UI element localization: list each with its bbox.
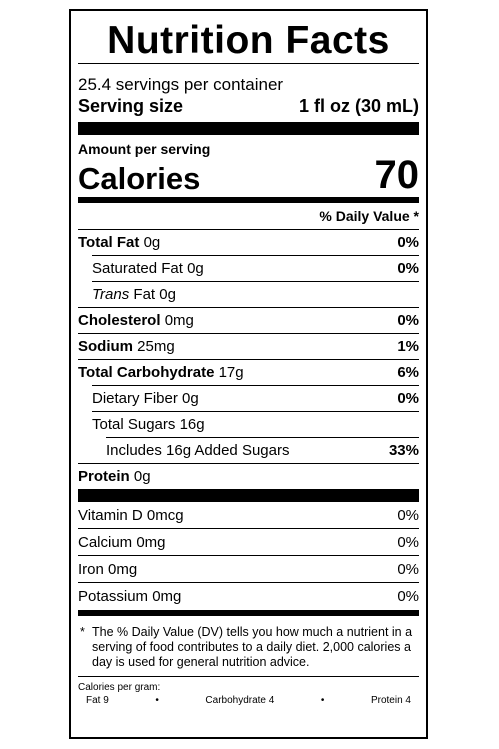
vitamin-row: Calcium 0mg 0% <box>78 529 419 556</box>
vitamin-label: Potassium 0mg <box>78 588 182 605</box>
nutrient-amount: 25mg <box>137 338 175 355</box>
nutrient-label-italic: Trans <box>92 286 130 303</box>
vitamin-row: Vitamin D 0mcg 0% <box>78 502 419 529</box>
divider <box>78 63 419 64</box>
label-title: Nutrition Facts <box>107 19 390 62</box>
thick-divider <box>78 122 419 135</box>
nutrient-amount: 17g <box>218 364 244 381</box>
cpg-protein: Protein 4 <box>370 695 411 706</box>
nutrient-label: Total Fat <box>78 234 140 251</box>
cpg-carbohydrate: Carbohydrate 4 <box>205 695 275 706</box>
nutrient-amount: 0g <box>143 234 161 251</box>
calories-per-gram-heading: Calories per gram: <box>78 682 161 693</box>
medium-divider <box>78 610 419 616</box>
nutrient-row-sodium: Sodium 25mg 1% <box>78 333 419 359</box>
nutrient-amount: 0g <box>182 390 199 407</box>
servings-per-container: 25.4 servings per container <box>78 75 284 94</box>
nutrient-dv: 6% <box>397 364 419 381</box>
nutrient-amount: 0mg <box>164 312 194 329</box>
nutrient-label: Includes 16g Added Sugars <box>106 442 290 459</box>
nutrient-row-cholesterol: Cholesterol 0mg 0% <box>78 307 419 333</box>
vitamin-row: Iron 0mg 0% <box>78 556 419 583</box>
nutrient-row-saturated-fat: Saturated Fat 0g 0% <box>92 255 419 281</box>
nutrient-row-trans-fat: Trans Fat 0g <box>92 281 419 307</box>
amount-per-serving: Amount per serving <box>78 141 211 157</box>
calories-row: Calories 70 <box>78 153 420 197</box>
nutrient-row-added-sugars: Includes 16g Added Sugars 33% <box>106 437 419 463</box>
nutrient-dv: 0% <box>397 312 419 329</box>
cpg-fat: Fat 9 <box>86 695 109 706</box>
vitamin-label: Iron 0mg <box>78 560 138 578</box>
serving-size-row: Serving size 1 fl oz (30 mL) <box>78 95 419 117</box>
serving-size-value: 1 fl oz (30 mL) <box>298 96 419 116</box>
medium-divider <box>78 197 419 203</box>
vitamin-dv: 0% <box>397 588 419 605</box>
nutrient-amount: 0g <box>133 468 151 485</box>
calories-label: Calories <box>78 161 201 196</box>
nutrient-amount: 16g <box>179 416 205 433</box>
nutrient-label: Total Sugars <box>92 416 176 433</box>
nutrition-facts-label: Nutrition Facts 25.4 servings per contai… <box>69 9 428 739</box>
nutrient-label: Protein <box>78 468 130 485</box>
nutrient-label: Sodium <box>78 338 133 355</box>
footnote-text: The % Daily Value (DV) tells you how muc… <box>92 625 413 669</box>
nutrient-row-protein: Protein 0g <box>78 463 419 489</box>
nutrient-label: Fat <box>133 286 156 303</box>
nutrient-label: Dietary Fiber <box>92 390 178 407</box>
calories-value: 70 <box>374 153 420 197</box>
nutrient-row-total-fat: Total Fat 0g 0% <box>78 229 419 255</box>
nutrient-row-total-sugars: Total Sugars 16g <box>92 411 419 437</box>
nutrient-dv: 33% <box>388 442 419 459</box>
nutrient-amount: 0g <box>159 286 176 303</box>
nutrient-dv: 0% <box>397 234 419 251</box>
bullet-separator: • <box>155 695 159 706</box>
calories-per-gram-row: Fat 9 • Carbohydrate 4 • Protein 4 <box>78 694 419 707</box>
thick-divider <box>78 489 419 502</box>
footnote: * The % Daily Value (DV) tells you how m… <box>78 616 419 676</box>
vitamin-dv: 0% <box>397 533 419 551</box>
vitamin-dv: 0% <box>397 506 419 524</box>
nutrient-dv: 1% <box>397 338 419 355</box>
nutrient-label: Total Carbohydrate <box>78 364 215 381</box>
nutrient-label: Saturated Fat <box>92 260 183 277</box>
footnote-star: * <box>80 625 85 639</box>
serving-size-label: Serving size <box>78 96 184 116</box>
vitamin-row: Potassium 0mg 0% <box>78 583 419 610</box>
vitamin-label: Vitamin D 0mcg <box>78 506 184 524</box>
daily-value-header: % Daily Value * <box>319 208 419 224</box>
nutrient-label: Cholesterol <box>78 312 161 329</box>
vitamin-dv: 0% <box>397 560 419 578</box>
nutrient-row-dietary-fiber: Dietary Fiber 0g 0% <box>92 385 419 411</box>
vitamin-label: Calcium 0mg <box>78 533 166 551</box>
nutrient-dv: 0% <box>397 390 419 407</box>
calories-per-gram: Calories per gram: Fat 9 • Carbohydrate … <box>78 676 419 707</box>
nutrient-dv: 0% <box>397 260 419 277</box>
bullet-separator: • <box>320 695 325 706</box>
nutrient-row-total-carbohydrate: Total Carbohydrate 17g 6% <box>78 359 419 385</box>
nutrient-amount: 0g <box>187 260 204 277</box>
